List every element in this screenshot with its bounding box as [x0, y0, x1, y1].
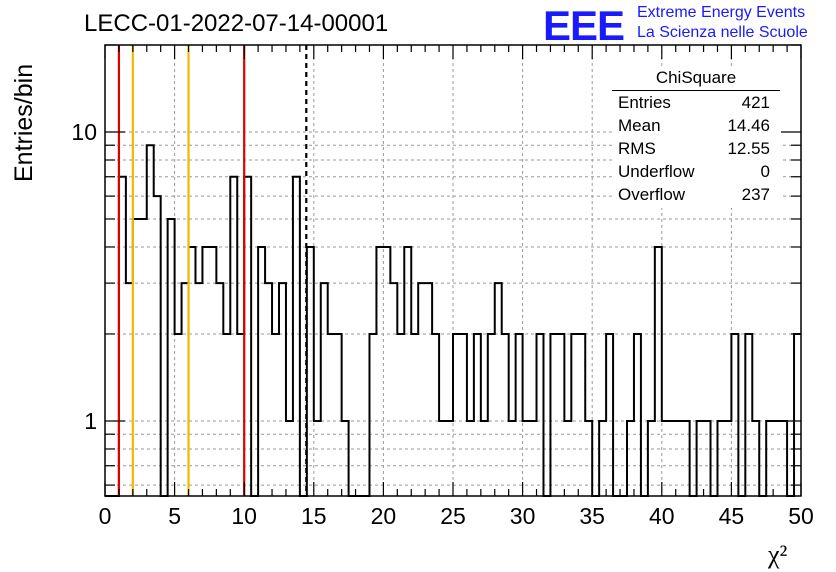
- histogram-bin: [272, 334, 279, 496]
- histogram-bin: [140, 219, 147, 496]
- histogram-bin: [307, 247, 314, 496]
- histogram-bin: [655, 247, 662, 496]
- y-tick-label: 10: [71, 119, 97, 145]
- histogram-bin: [279, 283, 286, 496]
- histogram-bin: [195, 283, 202, 496]
- histogram-bin: [516, 334, 523, 496]
- histogram-bin: [376, 247, 383, 496]
- x-tick-label: 10: [231, 503, 257, 529]
- reference-lines: [117, 45, 308, 496]
- x-tick-label: 25: [440, 503, 466, 529]
- histogram-bin: [634, 334, 641, 496]
- x-tick-label: 30: [510, 503, 536, 529]
- eee-logo: EEE: [543, 2, 625, 49]
- y-axis-label: Entries/bin: [10, 64, 38, 182]
- stats-label: Mean: [618, 116, 661, 135]
- histogram-bin: [335, 334, 342, 496]
- histogram-bin: [383, 247, 390, 496]
- histogram-bin: [216, 283, 223, 496]
- histogram-bin: [168, 219, 175, 496]
- histogram-bin: [202, 247, 209, 496]
- stats-label: Entries: [618, 93, 671, 112]
- histogram-bin: [578, 334, 585, 496]
- x-tick-label: 50: [788, 503, 814, 529]
- x-tick-label: 0: [99, 503, 112, 529]
- stats-divider: [612, 90, 780, 91]
- histogram-bin: [230, 177, 237, 496]
- histogram-bin: [258, 247, 265, 496]
- histogram-bin: [397, 334, 404, 496]
- histogram-bin: [265, 283, 272, 496]
- histogram-bin: [606, 334, 613, 496]
- histogram-bin: [571, 334, 578, 496]
- x-tick-label: 15: [301, 503, 327, 529]
- x-axis-label: χ²: [767, 540, 788, 569]
- stats-label: Overflow: [618, 185, 686, 204]
- histogram-bin: [537, 334, 544, 496]
- tick-labels: 0 5 10 15 20 25 30 35 40 45 50 1 10: [71, 119, 813, 529]
- histogram-bin: [418, 283, 425, 496]
- stats-row-rms: RMS 12.55: [618, 139, 770, 161]
- y-tick-label: 1: [84, 408, 97, 434]
- x-tick-label: 40: [649, 503, 675, 529]
- stats-label: RMS: [618, 139, 656, 158]
- histogram-bin: [293, 177, 300, 496]
- histogram-bin: [425, 283, 432, 496]
- chart-title: LECC-01-2022-07-14-00001: [84, 10, 389, 37]
- x-tick-label: 45: [719, 503, 745, 529]
- stats-value: 237: [741, 185, 770, 204]
- histogram-bin: [550, 334, 557, 496]
- x-tick-label: 35: [579, 503, 605, 529]
- histogram-bin: [488, 334, 495, 496]
- histogram-bin: [495, 283, 502, 496]
- logo-subtitle-line2: La Scienza nelle Scuole: [637, 24, 808, 41]
- histogram-bin: [745, 334, 752, 496]
- stats-label: Underflow: [618, 162, 695, 181]
- tick-marks: [104, 44, 802, 496]
- stats-row-entries: Entries 421: [618, 93, 770, 115]
- histogram-bin: [432, 334, 439, 496]
- stats-value: 14.46: [727, 116, 770, 135]
- histogram-bin: [731, 334, 738, 496]
- histogram-bin: [147, 145, 154, 496]
- histogram-bin: [321, 283, 328, 496]
- histogram-bin: [794, 334, 801, 496]
- stats-row-underflow: Underflow 0: [618, 162, 770, 184]
- stats-value: 0: [760, 162, 770, 181]
- histogram-bin: [460, 334, 467, 496]
- histogram-bin: [223, 334, 230, 496]
- stats-row-mean: Mean 14.46: [618, 116, 770, 138]
- histogram-bin: [175, 334, 182, 496]
- stats-value: 12.55: [727, 139, 770, 158]
- histogram-bin: [390, 283, 397, 496]
- histogram-bin: [369, 334, 376, 496]
- x-tick-label: 20: [371, 503, 397, 529]
- histogram-outline: [105, 144, 801, 497]
- stats-row-overflow: Overflow 237: [618, 185, 770, 207]
- logo-subtitle-line1: Extreme Energy Events: [637, 4, 806, 21]
- histogram-bin: [411, 334, 418, 496]
- histogram-bin: [209, 247, 216, 496]
- stats-value: 421: [741, 93, 770, 112]
- histogram-bin: [404, 247, 411, 496]
- histogram-bars: [105, 144, 801, 497]
- histogram-bin: [328, 334, 335, 496]
- stats-box: ChiSquare Entries 421 Mean 14.46 RMS 12.…: [612, 66, 780, 208]
- x-tick-label: 5: [168, 503, 181, 529]
- histogram-bin: [453, 334, 460, 496]
- histogram-bin: [474, 334, 481, 496]
- histogram-bin: [502, 334, 509, 496]
- stats-title: ChiSquare: [655, 68, 737, 87]
- histogram-bin: [154, 196, 161, 496]
- histogram-bin: [557, 334, 564, 496]
